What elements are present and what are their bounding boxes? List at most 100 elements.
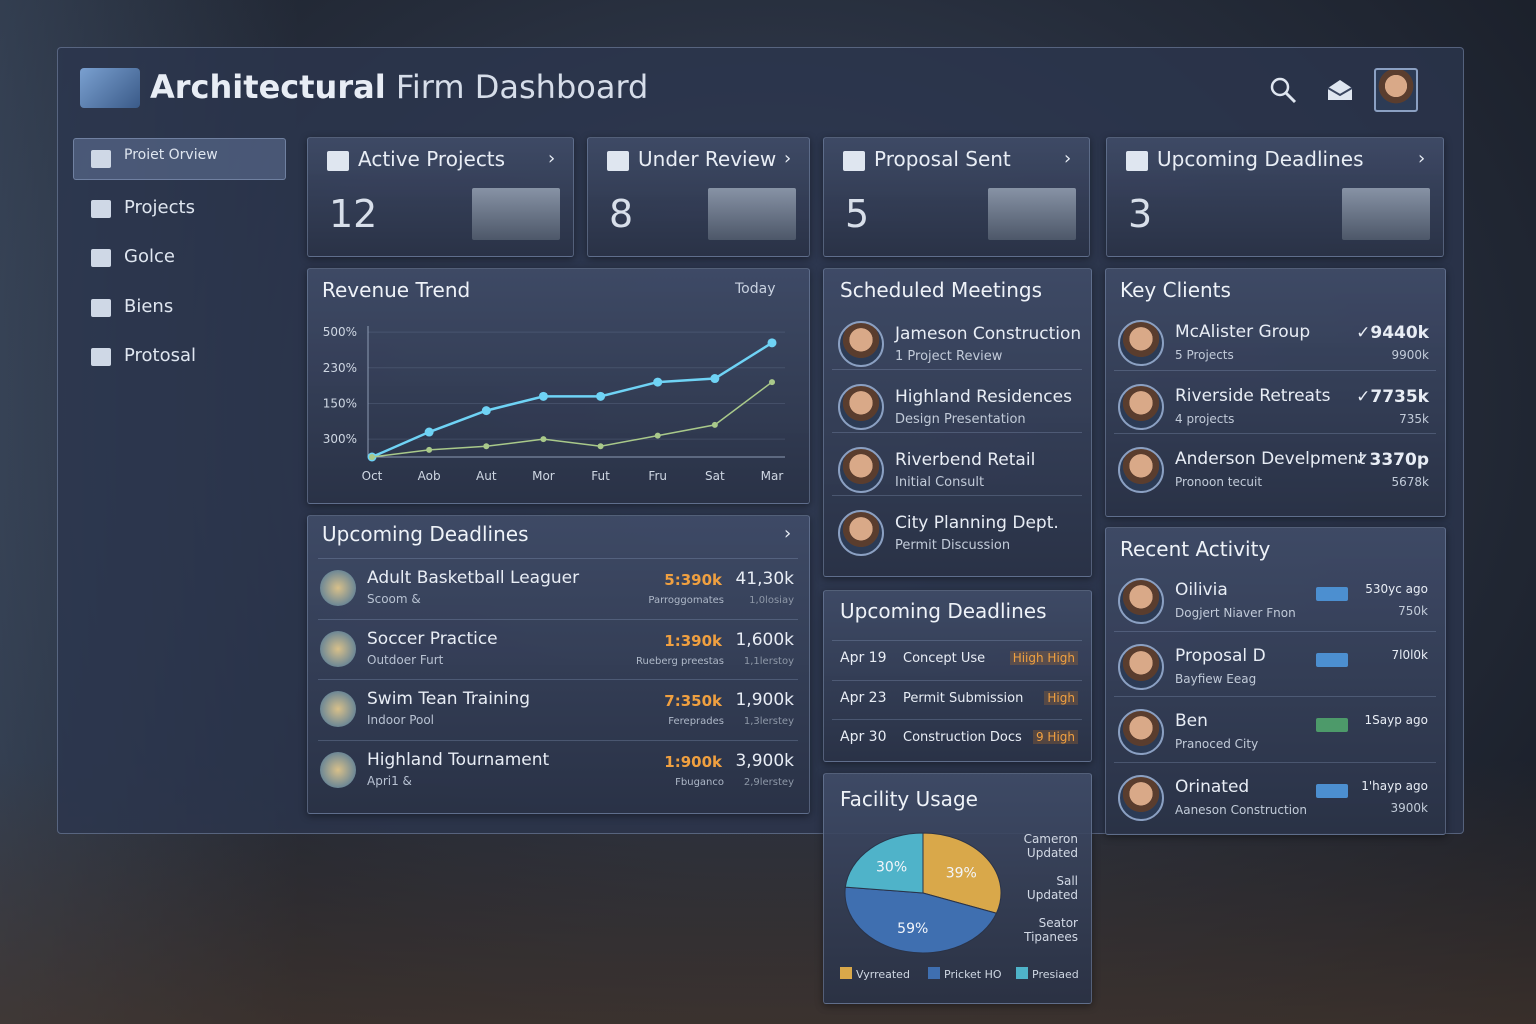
row-sub: Pranoced City	[1175, 737, 1259, 751]
panel-title: Recent Activity	[1120, 537, 1271, 561]
row-total: 3,900k	[735, 750, 794, 771]
row-name: Adult Basketball Leaguer	[367, 568, 580, 588]
row-value: 750k	[1398, 604, 1428, 618]
panel	[307, 515, 810, 814]
row-value2: 5678k	[1391, 475, 1430, 489]
title-bold: Architectural	[150, 68, 386, 106]
row-priority: Hiigh High	[1009, 651, 1078, 665]
sidebar-item[interactable]: Golce	[124, 246, 175, 267]
row-total: 41,30k	[735, 569, 794, 589]
panel-title: Key Clients	[1120, 278, 1231, 302]
sep	[832, 679, 1082, 681]
row-name: Riverbend Retail	[895, 450, 1036, 470]
stat-illustration	[472, 188, 560, 240]
sidebar-item[interactable]: Projects	[124, 196, 195, 218]
stat-arrow: ›	[1064, 148, 1072, 169]
side-label: Seator Tipanees	[1024, 916, 1078, 944]
row-priority: High	[1044, 690, 1078, 705]
sidebar-item[interactable]: Protosal	[124, 345, 197, 366]
stat-label: Active Projects	[358, 147, 506, 171]
sep	[832, 640, 1082, 641]
stat-value: 3	[1128, 192, 1153, 236]
side-label: Cameron Updated	[1023, 832, 1078, 860]
row-sub: Outdoer Furt	[367, 652, 444, 667]
sidebar-icon	[91, 249, 111, 267]
row-sub: 4 projects	[1175, 411, 1235, 426]
panel-title: Revenue Trend	[322, 278, 471, 302]
row-badge	[1316, 718, 1348, 732]
row-amount: 1:900k	[664, 752, 722, 771]
sidebar-icon	[91, 298, 111, 317]
avatar	[1118, 709, 1164, 755]
avatar	[838, 384, 884, 430]
row-time: 7l0l0k	[1391, 647, 1428, 662]
row-name: City Planning Dept.	[895, 513, 1059, 533]
sep	[318, 679, 798, 680]
stat-label: Under Review	[638, 147, 777, 171]
sidebar-item[interactable]: Biens	[124, 295, 174, 317]
panel-arrow: ›	[784, 523, 792, 544]
stat-icon	[327, 151, 349, 171]
row-sub: Indoor Pool	[367, 713, 435, 727]
row-icon	[320, 691, 356, 727]
avatar	[838, 447, 884, 493]
sep	[318, 558, 798, 559]
row-sub: 5 Projects	[1175, 348, 1234, 362]
row-value2: 9900k	[1391, 348, 1430, 362]
stat-arrow: ›	[1418, 148, 1426, 169]
side-label: Sall Updated	[1026, 874, 1078, 902]
stat-value: 12	[329, 192, 378, 236]
row-name: Ben	[1175, 711, 1208, 731]
avatar	[1118, 643, 1164, 690]
app-title: Architectural Firm Dashboard	[150, 68, 648, 106]
row-time: 1'hayp ago	[1361, 778, 1428, 793]
panel-action[interactable]: Today	[735, 281, 776, 297]
stat-label: Upcoming Deadlines	[1157, 147, 1364, 171]
search-icon[interactable]	[1268, 75, 1298, 105]
row-value: ✓7735k	[1356, 386, 1429, 407]
row-badge	[1316, 652, 1348, 667]
stat-illustration	[708, 188, 796, 240]
avatar	[838, 510, 884, 556]
sidebar-icon	[91, 199, 111, 218]
row-sub: Initial Consult	[895, 475, 985, 490]
row-priority: 9 High	[1032, 730, 1078, 744]
row-note: Fbuganco	[675, 776, 724, 788]
stat-label: Proposal Sent	[874, 147, 1011, 171]
row-name: McAlister Group	[1175, 322, 1311, 342]
panel	[307, 268, 810, 504]
mail-icon[interactable]	[1326, 78, 1354, 102]
sidebar-icon	[91, 150, 111, 168]
row-icon	[320, 630, 356, 667]
row-name: Jameson Construction	[895, 324, 1082, 344]
row-sub: Permit Discussion	[895, 538, 1011, 553]
user-avatar[interactable]	[1374, 68, 1418, 112]
row-value2: 735k	[1399, 411, 1429, 426]
panel	[823, 590, 1092, 762]
row-name: Orinated	[1175, 776, 1250, 797]
row-value: 3900k	[1390, 800, 1429, 815]
row-date: Apr 19	[840, 650, 887, 666]
panel-title: Upcoming Deadlines	[322, 522, 529, 546]
row-name: Oilivia	[1175, 580, 1228, 600]
sep	[318, 739, 798, 741]
row-amount: 7:350k	[664, 692, 722, 710]
row-note2: 1,0losiay	[749, 595, 794, 606]
sep	[1114, 369, 1436, 371]
stat-icon	[843, 151, 865, 171]
sep	[1114, 630, 1436, 632]
stat-arrow: ›	[784, 148, 792, 169]
stat-icon	[1126, 151, 1148, 171]
row-note2: 2,9lerstey	[743, 776, 794, 788]
row-name: Highland Residences	[895, 387, 1072, 407]
row-sub: Apri1 &	[367, 773, 412, 788]
row-task: Concept Use	[903, 651, 986, 666]
sidebar-item[interactable]: Proiet Orview	[124, 147, 218, 163]
stat-arrow: ›	[548, 148, 556, 169]
row-date: Apr 30	[840, 729, 887, 745]
avatar	[1118, 383, 1164, 430]
sep	[1114, 433, 1436, 434]
sep	[832, 432, 1082, 433]
logo	[80, 68, 140, 108]
